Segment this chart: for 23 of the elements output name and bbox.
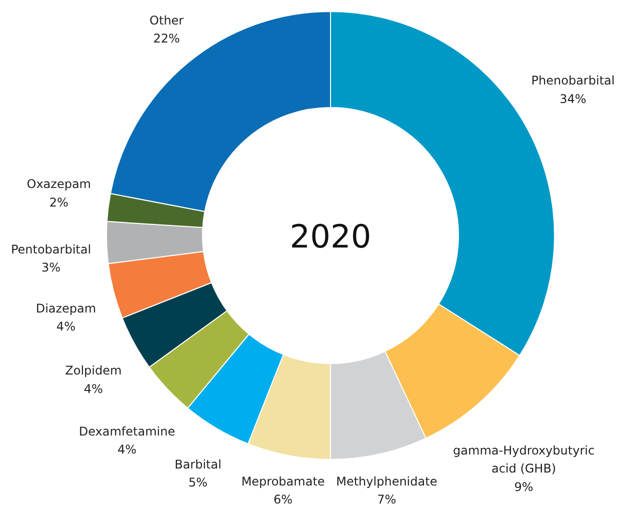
- data-label: 4%: [117, 442, 137, 457]
- data-label: 4%: [56, 320, 76, 334]
- slice-label: Dexamfetamine: [78, 424, 176, 439]
- slice-label: Pentobarbital: [10, 242, 92, 257]
- data-label: 3%: [41, 260, 61, 275]
- slice-label: Other: [150, 13, 184, 28]
- data-label: 7%: [377, 492, 396, 507]
- data-label: 6%: [274, 492, 293, 507]
- data-label: 34%: [560, 92, 586, 106]
- data-label: 9%: [514, 480, 534, 494]
- text: 2020: [290, 218, 372, 256]
- slice-label: Oxazepam: [26, 177, 92, 192]
- data-label: 5%: [188, 476, 208, 490]
- slice-label: Zolpidem: [65, 364, 122, 378]
- data-label: 22%: [153, 31, 180, 46]
- slice-label: Diazepam: [36, 301, 96, 316]
- slice-label: Barbital: [174, 457, 222, 472]
- data-label: 2%: [49, 195, 68, 210]
- data-label: 4%: [84, 382, 103, 396]
- slice-label: gamma-Hydroxybutyric acid (GHB): [453, 444, 595, 476]
- slice-label: Meprobamate: [241, 474, 325, 488]
- slice-label: Phenobarbital: [531, 74, 615, 88]
- slice-label: Methylphenidate: [336, 474, 438, 488]
